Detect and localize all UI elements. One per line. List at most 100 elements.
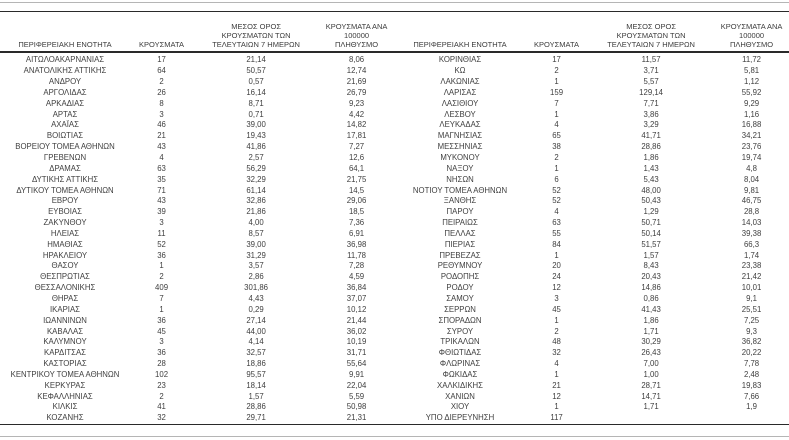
cases-cell: 26 [157,87,166,97]
per100k-cell: 21,42 [741,272,762,282]
avg7-cell: 51,57 [641,239,661,249]
avg7-cell: 28,86 [246,402,266,412]
table-row: ΧΑΛΚΙΔΙΚΗΣ 21 28,71 19,83 [395,380,789,391]
avg7-cell: 14,86 [641,283,661,293]
table-row: ΔΥΤΙΚΟΥ ΤΟΜΕΑ ΑΘΗΝΩΝ 71 61,14 14,5 [0,185,394,196]
avg7-cell: 4,43 [248,293,264,303]
table-row: ΔΥΤΙΚΗΣ ΑΤΤΙΚΗΣ 35 32,29 21,75 [0,174,394,185]
cases-cell: 12 [552,283,561,293]
table-row: ΦΩΚΙΔΑΣ 1 1,00 2,48 [395,369,789,380]
avg7-cell: 48,00 [641,185,661,195]
region-cell: ΡΕΘΥΜΝΟΥ [437,261,483,271]
per100k-column-header: ΚΡΟΥΣΜΑΤΑ ΑΝΑ 100000 ΠΛΗΘΥΣΜΟ [325,22,388,49]
cases-cell: 17 [157,55,166,65]
region-cell: ΣΕΡΡΩΝ [444,304,476,314]
table-row: ΑΧΑΪΑΣ 46 39,00 14,82 [0,120,394,131]
per100k-cell: 16,88 [741,120,762,130]
cases-cell: 2 [159,391,164,401]
cases-cell: 71 [157,185,166,195]
avg7-cell: 1,29 [643,207,659,217]
region-cell: ΕΥΒΟΙΑΣ [48,207,82,217]
cases-cell: 32 [157,413,166,423]
cases-cell: 1 [554,250,559,260]
region-cell: ΜΕΣΣΗΝΙΑΣ [437,142,483,152]
region-cell: ΛΑΡΙΣΑΣ [443,87,477,97]
cases-cell: 4 [159,153,164,163]
table-row: ΝΗΣΩΝ 6 5,43 8,04 [395,174,789,185]
table-row: ΕΥΒΟΙΑΣ 39 21,86 18,5 [0,207,394,218]
right-table-header: ΠΕΡΙΦΕΡΕΙΑΚΗ ΕΝΟΤΗΤΑ ΚΡΟΥΣΜΑΤΑ ΜΕΣΟΣ ΟΡΟ… [395,12,789,51]
region-cell: ΠΕΛΛΑΣ [444,228,476,238]
per100k-cell: 28,8 [743,207,760,217]
avg7-cell: 16,14 [246,87,266,97]
cases-cell: 21 [552,380,561,390]
cases-cell: 52 [552,196,561,206]
table-row: ΑΡΤΑΣ 3 0,71 4,42 [0,109,394,120]
table-row: ΠΙΕΡΙΑΣ 84 51,57 66,3 [395,239,789,250]
avg7-cell: 50,71 [641,218,661,228]
avg7-cell: 1,71 [643,326,659,336]
table-row: ΝΑΞΟΥ 1 1,43 4,8 [395,163,789,174]
region-cell: ΑΡΓΟΛΙΔΑΣ [43,87,87,97]
avg7-cell: 39,00 [246,120,266,130]
table-row: ΗΜΑΘΙΑΣ 52 39,00 36,98 [0,239,394,250]
cases-cell: 2 [554,326,559,336]
per100k-cell: 11,72 [742,55,762,65]
cases-cell: 63 [157,163,166,173]
avg7-cell: 31,29 [246,250,266,260]
avg7-cell: 7,00 [643,359,659,369]
region-cell: ΛΑΣΙΘΙΟΥ [441,98,479,108]
avg7-cell: 95,57 [246,369,266,379]
left-table-header: ΠΕΡΙΦΕΡΕΙΑΚΗ ΕΝΟΤΗΤΑ ΚΡΟΥΣΜΑΤΑ ΜΕΣΟΣ ΟΡΟ… [0,12,394,51]
per100k-cell: 9,81 [743,185,760,195]
per100k-cell: 21,31 [346,413,367,423]
table-row: ΚΕΡΚΥΡΑΣ 23 18,14 22,04 [0,380,394,391]
per100k-column-header: ΚΡΟΥΣΜΑΤΑ ΑΝΑ 100000 ΠΛΗΘΥΣΜΟ [720,22,783,49]
table-row: ΙΚΑΡΙΑΣ 1 0,29 10,12 [0,304,394,315]
avg7-cell: 18,14 [246,380,266,390]
cases-cell: 48 [552,337,561,347]
avg7-cell: 8,57 [248,228,264,238]
avg7-cell: 3,71 [643,66,659,76]
per100k-cell: 1,9 [746,402,757,412]
avg7-cell: 3,86 [643,109,659,119]
table-row: ΓΡΕΒΕΝΩΝ 4 2,57 12,6 [0,153,394,164]
avg7-cell: 0,29 [248,304,264,314]
avg7-cell: 2,86 [248,272,264,282]
region-cell: ΘΕΣΠΡΩΤΙΑΣ [40,272,90,282]
right-table: ΠΕΡΙΦΕΡΕΙΑΚΗ ΕΝΟΤΗΤΑ ΚΡΟΥΣΜΑΤΑ ΜΕΣΟΣ ΟΡΟ… [395,12,789,424]
table-row: ΚΟΖΑΝΗΣ 32 29,71 21,31 [0,413,394,424]
region-cell: ΔΥΤΙΚΗΣ ΑΤΤΙΚΗΣ [31,174,99,184]
per100k-cell: 9,3 [746,326,757,336]
region-cell: ΑΡΚΑΔΙΑΣ [45,98,85,108]
table-row: ΚΑΡΔΙΤΣΑΣ 36 32,57 31,71 [0,348,394,359]
table-row: ΚΑΒΑΛΑΣ 45 44,00 36,02 [0,326,394,337]
avg7-cell: 129,14 [639,87,664,97]
region-cell: ΛΕΥΚΑΔΑΣ [439,120,481,130]
cases-cell: 36 [157,250,166,260]
avg7-cell: 21,14 [246,55,266,65]
region-cell: ΚΟΡΙΝΘΙΑΣ [438,55,482,65]
table-row: ΛΑΣΙΘΙΟΥ 7 7,71 9,29 [395,98,789,109]
cases-cell: 3 [159,337,164,347]
per100k-cell: 9,29 [743,98,760,108]
region-cell: ΜΑΓΝΗΣΙΑΣ [437,131,483,141]
avg7-cell: 21,86 [246,207,266,217]
region-cell: ΠΕΙΡΑΙΩΣ [442,218,478,228]
region-cell: ΠΡΕΒΕΖΑΣ [439,250,481,260]
avg7-cell: 18,86 [246,359,266,369]
cases-cell: 1 [159,261,164,271]
region-cell: ΗΛΕΙΑΣ [50,228,80,238]
region-cell: ΡΟΔΟΠΗΣ [440,272,480,282]
table-row: ΠΕΙΡΑΙΩΣ 63 50,71 14,03 [395,218,789,229]
avg7-cell: 19,43 [246,131,266,141]
avg7-cell: 301,86 [244,283,269,293]
per100k-cell: 36,82 [741,337,762,347]
table-row: ΚΑΣΤΟΡΙΑΣ 28 18,86 55,64 [0,359,394,370]
region-cell: ΦΘΙΩΤΙΔΑΣ [438,348,482,358]
per100k-cell: 36,02 [346,326,367,336]
region-cell: ΝΟΤΙΟΥ ΤΟΜΕΑ ΑΘΗΝΩΝ [412,185,508,195]
per100k-cell: 29,06 [346,196,367,206]
cases-cell: 3 [554,293,559,303]
per100k-cell: 18,5 [348,207,365,217]
